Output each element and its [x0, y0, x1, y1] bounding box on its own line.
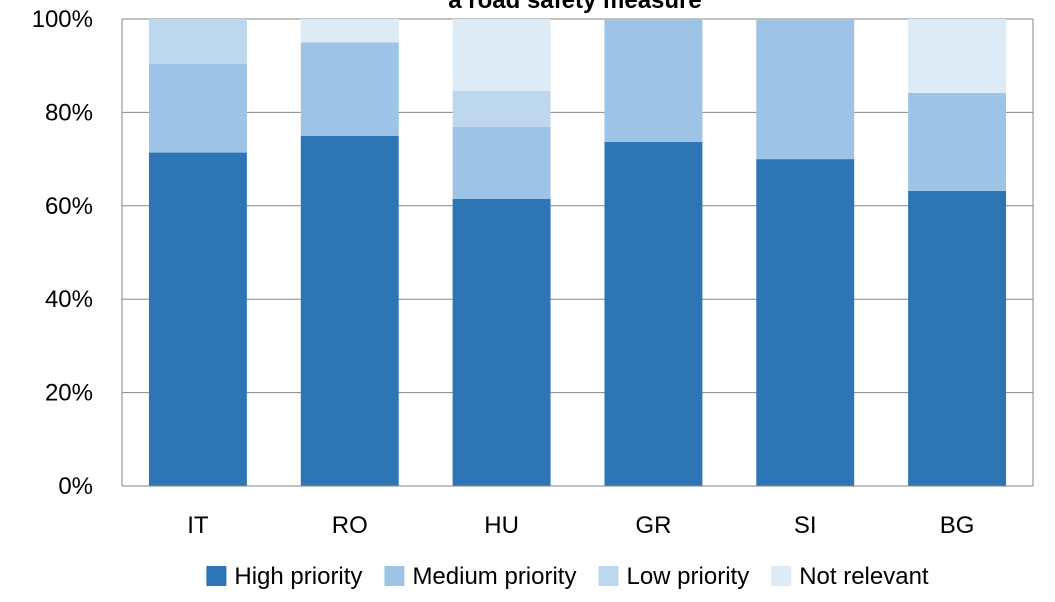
- legend-item: Low priority: [598, 563, 749, 590]
- y-tick-label: 80%: [45, 99, 93, 126]
- bar-segment: [908, 190, 1007, 486]
- bar-segment: [452, 19, 551, 91]
- legend-item: Medium priority: [384, 563, 576, 590]
- bar-segment: [148, 19, 247, 64]
- y-tick-label: 40%: [45, 286, 93, 313]
- y-tick-label: 20%: [45, 380, 93, 407]
- legend-item: Not relevant: [771, 563, 929, 590]
- y-tick-label: 60%: [45, 193, 93, 220]
- legend-swatch: [384, 566, 405, 586]
- legend-label: High priority: [234, 563, 362, 590]
- bar-segment: [452, 126, 551, 199]
- bar-segment: [300, 19, 399, 43]
- y-tick-label: 100%: [32, 6, 93, 33]
- chart-title: a road safety measure: [448, 0, 701, 14]
- bar-segment: [452, 90, 551, 127]
- y-tick-label: 0%: [58, 473, 93, 500]
- x-tick-label: RO: [332, 512, 368, 539]
- bar-segment: [148, 152, 247, 486]
- bar-segment: [452, 198, 551, 487]
- x-tick-label: SI: [794, 512, 817, 539]
- bars: [148, 19, 1007, 487]
- bar-segment: [908, 19, 1007, 93]
- legend-item: High priority: [206, 563, 362, 590]
- legend-swatch: [598, 566, 619, 586]
- x-tick-label: IT: [187, 512, 209, 539]
- bar-segment: [300, 135, 399, 486]
- bar-segment: [148, 63, 247, 153]
- gridlines: [122, 18, 1033, 394]
- bar-segment: [604, 141, 703, 487]
- x-tick-label: GR: [635, 512, 671, 539]
- bar-segment: [300, 42, 399, 136]
- x-tick-label: HU: [484, 512, 519, 539]
- axes: 0% 20% 40% 60% 80% 100% IT RO HU GR SI BG: [32, 6, 1034, 539]
- legend-swatch: [206, 566, 227, 586]
- bar-segment: [908, 92, 1007, 191]
- x-tick-label: BG: [940, 512, 975, 539]
- bar-segment: [756, 159, 855, 486]
- bar-segment: [756, 19, 855, 160]
- legend-label: Medium priority: [412, 563, 576, 590]
- legend: High priority Medium priority Low priority…: [206, 563, 929, 590]
- legend-label: Low priority: [626, 563, 749, 590]
- bar-segment: [604, 19, 703, 142]
- legend-label: Not relevant: [799, 563, 929, 590]
- legend-swatch: [771, 566, 792, 586]
